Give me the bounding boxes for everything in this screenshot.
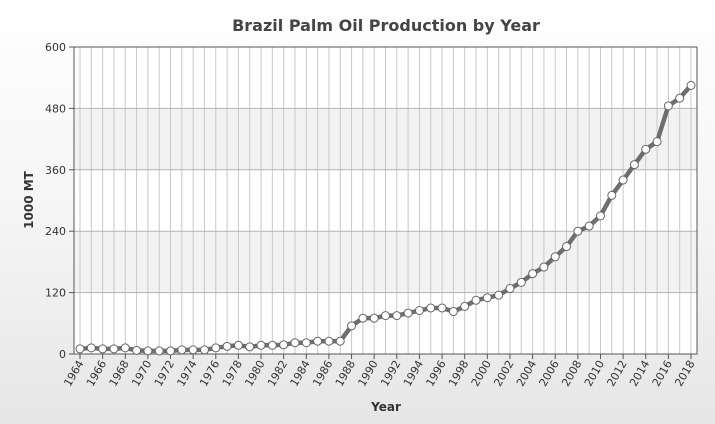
data-point[interactable] [369,313,379,323]
data-point[interactable] [381,311,390,321]
data-point[interactable] [132,345,142,355]
y-tick-label: 0 [59,348,66,361]
data-point[interactable] [256,340,266,350]
data-point[interactable] [675,93,685,103]
data-point[interactable] [154,346,164,356]
chart-title: Brazil Palm Oil Production by Year [232,16,540,35]
data-point[interactable] [279,340,289,350]
data-point[interactable] [98,344,108,354]
x-tick-label: 1980 [242,358,267,389]
data-point[interactable] [663,101,673,111]
x-axis-title: Year [370,400,401,414]
x-tick-label: 2014 [627,358,652,389]
data-point[interactable] [166,346,176,356]
x-tick-label: 2016 [650,358,675,389]
x-tick-label: 1976 [197,358,222,389]
data-point[interactable] [641,144,651,154]
data-point[interactable] [414,306,424,316]
data-point[interactable] [426,303,436,313]
data-point[interactable] [494,290,504,300]
x-tick-label: 1988 [333,358,358,389]
y-axis-title: 1000 MT [22,170,36,229]
y-tick-label: 120 [45,287,66,300]
x-tick-label: 1966 [84,358,109,389]
data-point[interactable] [358,313,368,323]
y-tick-label: 480 [45,102,66,115]
x-tick-label: 2006 [537,358,562,389]
x-tick-label: 1968 [107,358,132,389]
data-point[interactable] [573,226,583,236]
data-point[interactable] [482,293,492,303]
data-point[interactable] [109,344,119,354]
x-tick-label: 1964 [61,358,86,389]
data-point[interactable] [347,321,357,331]
data-point[interactable] [313,336,323,346]
data-point[interactable] [652,137,662,147]
data-point[interactable] [403,308,413,318]
x-tick-label: 1992 [378,358,403,389]
data-point[interactable] [471,295,481,305]
x-tick-label: 1984 [288,358,313,389]
x-tick-label: 2004 [514,358,539,389]
x-axis-ticks: 1964196619681970197219741976197819801982… [61,354,698,389]
x-tick-label: 1974 [174,358,199,389]
data-point[interactable] [595,211,605,221]
x-tick-label: 1972 [152,358,177,389]
x-tick-label: 1994 [401,358,426,389]
x-tick-label: 1978 [220,358,245,389]
data-point[interactable] [267,340,277,350]
data-point[interactable] [233,340,243,350]
y-tick-label: 600 [45,41,66,54]
data-point[interactable] [392,311,402,321]
data-point[interactable] [177,345,187,355]
data-point[interactable] [448,307,458,317]
data-point[interactable] [539,262,549,272]
x-tick-label: 2008 [559,358,584,389]
data-point[interactable] [686,80,696,90]
data-point[interactable] [199,345,209,355]
data-point[interactable] [301,338,311,348]
x-tick-label: 2010 [582,358,607,389]
data-point[interactable] [629,160,639,170]
grid-lines [74,46,697,355]
data-point[interactable] [460,301,470,311]
y-tick-label: 240 [45,225,66,238]
data-point[interactable] [584,221,594,231]
x-tick-label: 2000 [469,358,494,389]
data-point[interactable] [437,303,447,313]
data-point[interactable] [86,343,96,353]
x-tick-label: 1996 [423,358,448,389]
x-tick-label: 2018 [672,358,697,389]
data-point[interactable] [516,277,526,287]
x-tick-label: 1982 [265,358,290,389]
data-point[interactable] [188,345,198,355]
plot-frame [73,46,698,355]
x-tick-label: 1970 [129,358,154,389]
data-point[interactable] [335,336,345,346]
x-tick-label: 1986 [310,358,335,389]
x-tick-label: 2012 [604,358,629,389]
data-point[interactable] [550,252,560,262]
data-point[interactable] [505,284,515,294]
series-group [75,80,696,356]
y-tick-label: 360 [45,164,66,177]
x-tick-label: 1998 [446,358,471,389]
data-point[interactable] [143,346,153,356]
y-axis-ticks: 0 120 240 360 480 600 [45,41,74,361]
data-point[interactable] [120,343,130,353]
data-point[interactable] [211,343,221,353]
data-point[interactable] [245,342,255,352]
data-point[interactable] [75,344,85,354]
data-point[interactable] [528,269,538,279]
data-point[interactable] [290,338,300,348]
data-point[interactable] [222,341,232,351]
data-point[interactable] [324,336,334,346]
x-tick-label: 1990 [356,358,381,389]
x-tick-label: 2002 [491,358,516,389]
data-point[interactable] [562,242,572,252]
data-point[interactable] [618,175,628,185]
data-point[interactable] [607,190,617,200]
